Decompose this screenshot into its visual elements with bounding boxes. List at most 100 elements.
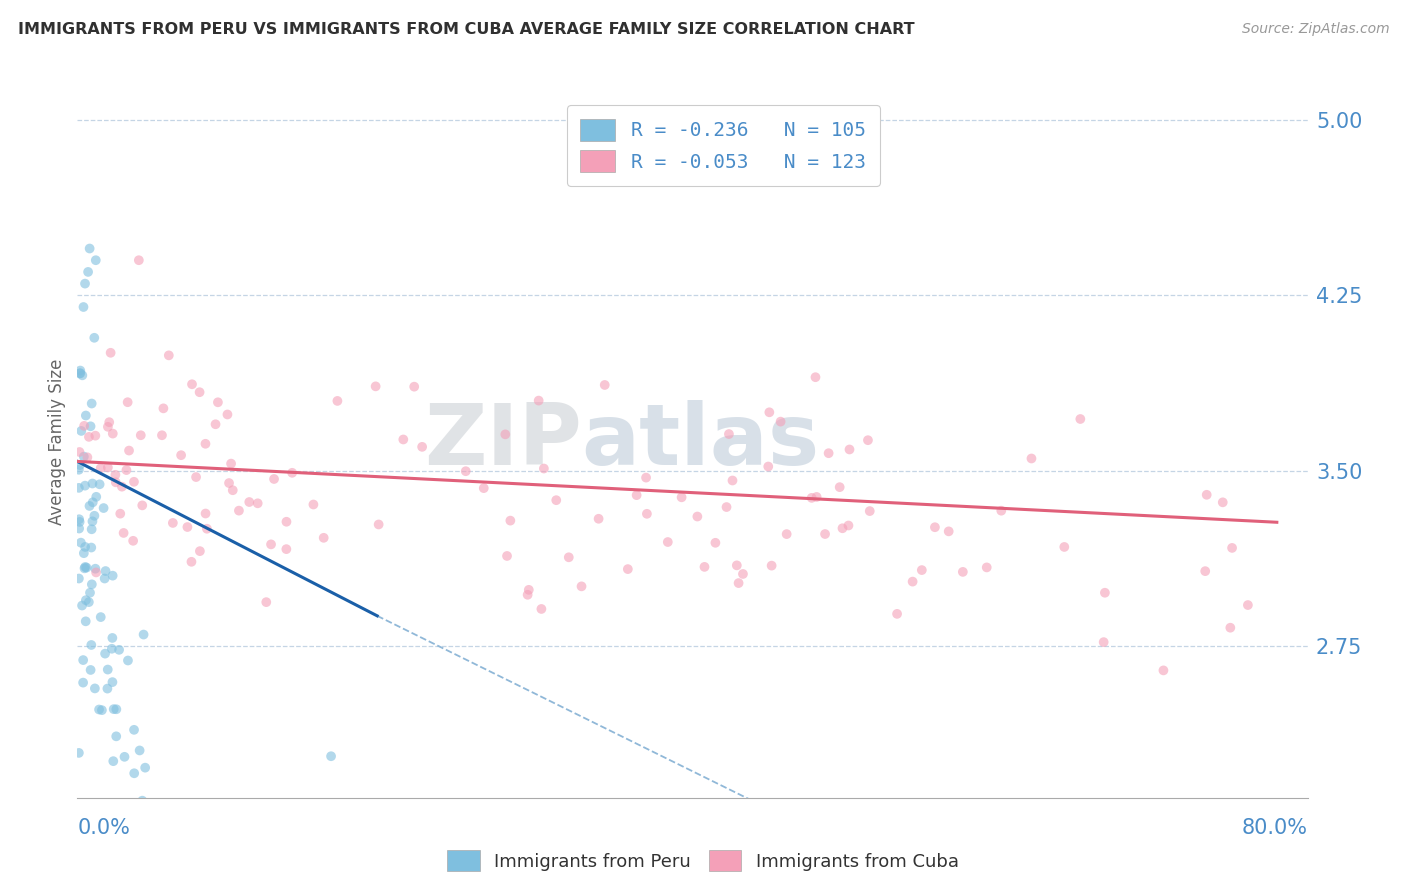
Point [558,550,581,565]
Point [218,476,240,491]
Point [67,512,90,526]
Point [79,663,101,677]
Point [82,476,104,491]
Point [152,401,174,416]
Point [800,491,823,505]
Point [131,794,153,808]
Point [97,460,120,475]
Point [83,331,105,345]
Point [69,366,91,380]
Point [837,518,859,533]
Point [222,483,245,498]
Point [72,653,94,667]
Point [1094,586,1116,600]
Point [546,493,568,508]
Point [72,368,94,383]
Point [73,418,96,433]
Point [717,427,740,442]
Point [80,577,103,591]
Point [77,265,100,279]
Point [1220,541,1243,555]
Point [617,562,640,576]
Point [108,643,131,657]
Point [454,464,477,478]
Point [79,419,101,434]
Point [496,549,519,563]
Point [411,440,433,454]
Point [80,541,103,555]
Point [1021,451,1043,466]
Point [593,378,616,392]
Point [1195,488,1218,502]
Point [636,507,658,521]
Point [75,409,97,423]
Point [84,566,107,580]
Point [82,495,104,509]
Point [114,749,136,764]
Point [571,579,593,593]
Point [70,599,93,613]
Point [533,461,555,475]
Point [101,675,124,690]
Point [188,544,211,558]
Point [87,702,110,716]
Point [73,561,96,575]
Point [76,450,98,465]
Text: IMMIGRANTS FROM PERU VS IMMIGRANTS FROM CUBA AVERAGE FAMILY SIZE CORRELATION CHA: IMMIGRANTS FROM PERU VS IMMIGRANTS FROM … [18,22,915,37]
Point [70,424,93,438]
Point [122,766,145,780]
Point [79,499,101,513]
Point [806,490,828,504]
Point [134,761,156,775]
Point [73,450,96,464]
Point [97,419,120,434]
Point [1053,540,1076,554]
Point [814,527,837,541]
Point [100,345,122,359]
Point [228,503,250,517]
Point [530,602,553,616]
Point [73,546,96,560]
Point [90,610,112,624]
Point [131,499,153,513]
Point [82,514,104,528]
Point [636,470,658,484]
Point [176,520,198,534]
Point [128,253,150,268]
Point [472,481,495,495]
Point [125,883,148,892]
Point [756,459,779,474]
Point [67,463,90,477]
Point [67,522,90,536]
Point [72,675,94,690]
Text: Source: ZipAtlas.com: Source: ZipAtlas.com [1241,22,1389,37]
Point [769,415,792,429]
Point [128,743,150,757]
Point [115,463,138,477]
Point [838,442,860,457]
Point [79,585,101,599]
Point [97,663,120,677]
Point [721,474,744,488]
Point [77,430,100,444]
Point [103,702,125,716]
Point [129,428,152,442]
Point [219,457,242,471]
Point [96,681,118,696]
Point [693,560,716,574]
Point [716,500,738,514]
Point [761,558,783,573]
Point [194,437,217,451]
Point [93,572,115,586]
Point [75,615,97,629]
Point [117,871,139,886]
Point [80,522,103,536]
Point [117,395,139,409]
Point [404,379,426,393]
Point [263,472,285,486]
Point [859,504,882,518]
Point [758,405,780,419]
Point [326,393,349,408]
Point [80,396,103,410]
Text: ZIP: ZIP [425,400,582,483]
